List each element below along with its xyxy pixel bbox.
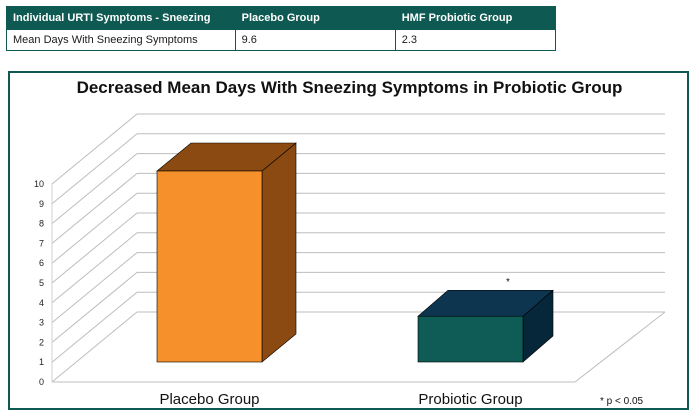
y-tick-label: 4 — [39, 298, 44, 308]
table-cell-probiotic-value: 2.3 — [394, 29, 557, 51]
bar-0 — [156, 170, 263, 363]
grid-wall-line — [51, 272, 138, 343]
x-category-label: Placebo Group — [159, 391, 259, 408]
y-tick-label: 7 — [39, 238, 44, 248]
y-tick-label: 3 — [39, 318, 44, 328]
table-header-row: Individual URTI Symptoms - Sneezing Plac… — [6, 6, 557, 30]
table-cell-measure: Mean Days With Sneezing Symptoms — [6, 29, 236, 51]
significance-marker: * — [506, 277, 510, 288]
grid-wall-line — [51, 291, 138, 363]
y-tick-label: 2 — [39, 337, 44, 347]
y-tick-label: 8 — [39, 219, 44, 229]
grid-wall-line — [51, 212, 138, 284]
grid-wall-line — [51, 311, 138, 383]
grid-wall-line — [51, 173, 138, 244]
x-category-label: Probiotic Group — [418, 391, 522, 408]
table-header-probiotic: HMF Probiotic Group — [394, 6, 557, 30]
y-tick-label: 5 — [39, 278, 44, 288]
grid-wall-line — [51, 133, 138, 205]
bar-side-0 — [261, 142, 297, 363]
bar-1 — [417, 315, 524, 363]
footnote: * p < 0.05 — [600, 396, 644, 407]
y-tick-label: 0 — [39, 377, 44, 387]
y-tick-label: 1 — [39, 357, 44, 367]
table-header-symptom: Individual URTI Symptoms - Sneezing — [6, 6, 236, 30]
grid-wall-line — [51, 232, 138, 304]
table-cell-placebo-value: 9.6 — [234, 29, 396, 51]
grid-wall-line — [51, 113, 138, 185]
chart-title: Decreased Mean Days With Sneezing Sympto… — [76, 78, 623, 97]
floor-right-edge — [574, 311, 666, 383]
grid-wall-line — [51, 252, 138, 323]
chart-frame — [8, 71, 689, 410]
grid-wall-line — [51, 153, 138, 224]
y-tick-label: 9 — [39, 199, 44, 209]
grid-wall-line — [51, 192, 138, 264]
y-tick-label: 10 — [34, 179, 44, 189]
y-tick-label: 6 — [39, 258, 44, 268]
table-row: Mean Days With Sneezing Symptoms 9.6 2.3 — [6, 29, 557, 51]
symptom-table: Individual URTI Symptoms - Sneezing Plac… — [6, 6, 557, 51]
